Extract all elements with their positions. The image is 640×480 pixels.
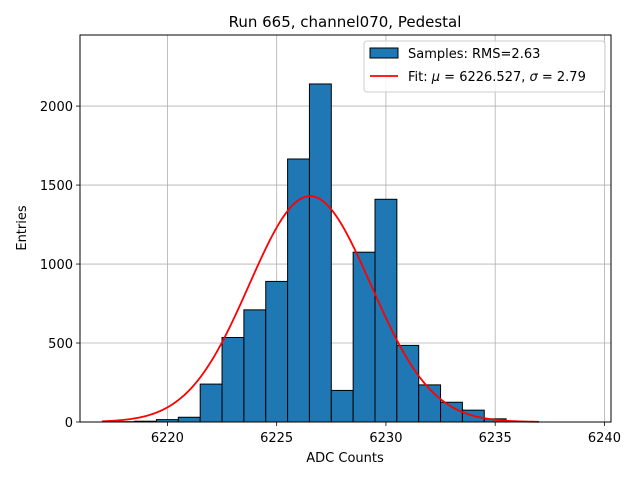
legend-swatch-samples xyxy=(369,47,399,59)
histogram-bar xyxy=(177,416,201,423)
legend-fit-sigma-symbol: σ xyxy=(530,70,539,85)
x-tick-label: 6230 xyxy=(369,431,402,446)
legend-label-fit: Fit: μ = 6226.527, σ = 2.79 xyxy=(408,70,586,85)
plot-frame xyxy=(79,34,612,423)
histogram-bar xyxy=(330,389,354,423)
x-tick-label: 6225 xyxy=(260,431,293,446)
y-tick-label: 500 xyxy=(48,337,73,352)
x-tick-label: 6235 xyxy=(479,431,512,446)
legend-box xyxy=(363,40,606,93)
histogram-bar xyxy=(308,83,332,423)
histogram-bar xyxy=(396,344,420,423)
plot-area xyxy=(80,35,611,422)
legend-fit-mu-value: = 6226.527, xyxy=(440,70,529,85)
y-tick-label: 0 xyxy=(65,416,73,431)
chart-title: Run 665, channel070, Pedestal xyxy=(229,13,462,31)
y-axis-label: Entries xyxy=(15,205,30,251)
histogram-bar xyxy=(287,158,310,423)
histogram-bar xyxy=(243,309,267,423)
legend-fit-sigma-value: = 2.79 xyxy=(538,70,586,85)
histogram-bar xyxy=(418,384,442,423)
histogram-bar xyxy=(265,280,289,423)
x-axis-label: ADC Counts xyxy=(306,451,384,466)
histogram-bar xyxy=(374,198,398,423)
y-tick-label: 1500 xyxy=(40,179,73,194)
fit-curve-group xyxy=(101,195,539,423)
histogram-bar xyxy=(199,383,223,423)
fit-curve xyxy=(101,195,539,423)
x-axis-ticks: 6220 6225 6230 6235 6240 xyxy=(151,422,621,446)
histogram-bar xyxy=(352,251,376,423)
y-axis-ticks: 0 500 1000 1500 2000 xyxy=(40,100,80,431)
x-tick-label: 6240 xyxy=(588,431,621,446)
legend-label-samples: Samples: RMS=2.63 xyxy=(408,47,540,62)
legend: Samples: RMS=2.63 Fit: μ = 6226.527, σ =… xyxy=(363,40,606,93)
histogram-bar xyxy=(440,401,463,423)
legend-fit-prefix: Fit: xyxy=(408,70,432,85)
histogram-bars xyxy=(112,83,529,423)
x-tick-label: 6220 xyxy=(151,431,184,446)
legend-fit-mu-symbol: μ xyxy=(431,70,440,85)
y-tick-label: 2000 xyxy=(40,100,73,115)
histogram-bar xyxy=(221,336,245,423)
y-tick-label: 1000 xyxy=(40,258,73,273)
